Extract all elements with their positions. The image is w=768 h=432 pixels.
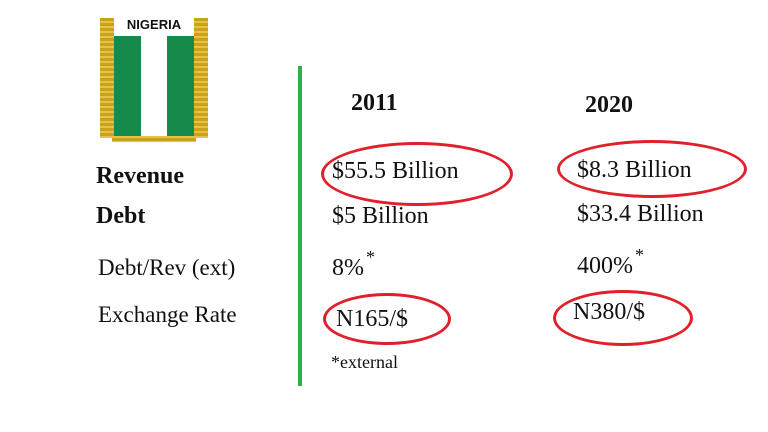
- row-label-revenue: Revenue: [96, 163, 184, 189]
- nigeria-flag-image: NIGERIA: [92, 8, 214, 144]
- flag-fringe-left: [100, 18, 116, 138]
- highlight-oval-2011-revenue: [321, 142, 513, 206]
- flag-body: NIGERIA: [114, 14, 194, 136]
- flag-stripe-green-left: [114, 36, 141, 136]
- vertical-divider: [298, 66, 302, 386]
- row-label-exchange-rate: Exchange Rate: [98, 302, 237, 327]
- row-label-debt: Debt: [96, 203, 146, 229]
- flag-stripe-white: [141, 36, 167, 136]
- flag-stripe-green-right: [167, 36, 194, 136]
- value-2011-debt: $5 Billion: [332, 203, 429, 229]
- year-header-2020: 2020: [585, 92, 633, 118]
- value-2020-debt: $33.4 Billion: [577, 201, 704, 227]
- row-label-debt-rev: Debt/Rev (ext): [98, 255, 236, 280]
- flag-fringe-right: [192, 18, 208, 138]
- value-2020-debt-rev: 400% *: [577, 245, 644, 279]
- flag-label: NIGERIA: [114, 14, 194, 36]
- highlight-oval-2020-exchange: [553, 290, 693, 346]
- highlight-oval-2020-revenue: [557, 140, 747, 198]
- value-2011-debt-rev: 8% *: [332, 247, 375, 281]
- year-header-2011: 2011: [351, 90, 398, 116]
- footnote-external: *external: [331, 352, 398, 372]
- highlight-oval-2011-exchange: [323, 293, 451, 345]
